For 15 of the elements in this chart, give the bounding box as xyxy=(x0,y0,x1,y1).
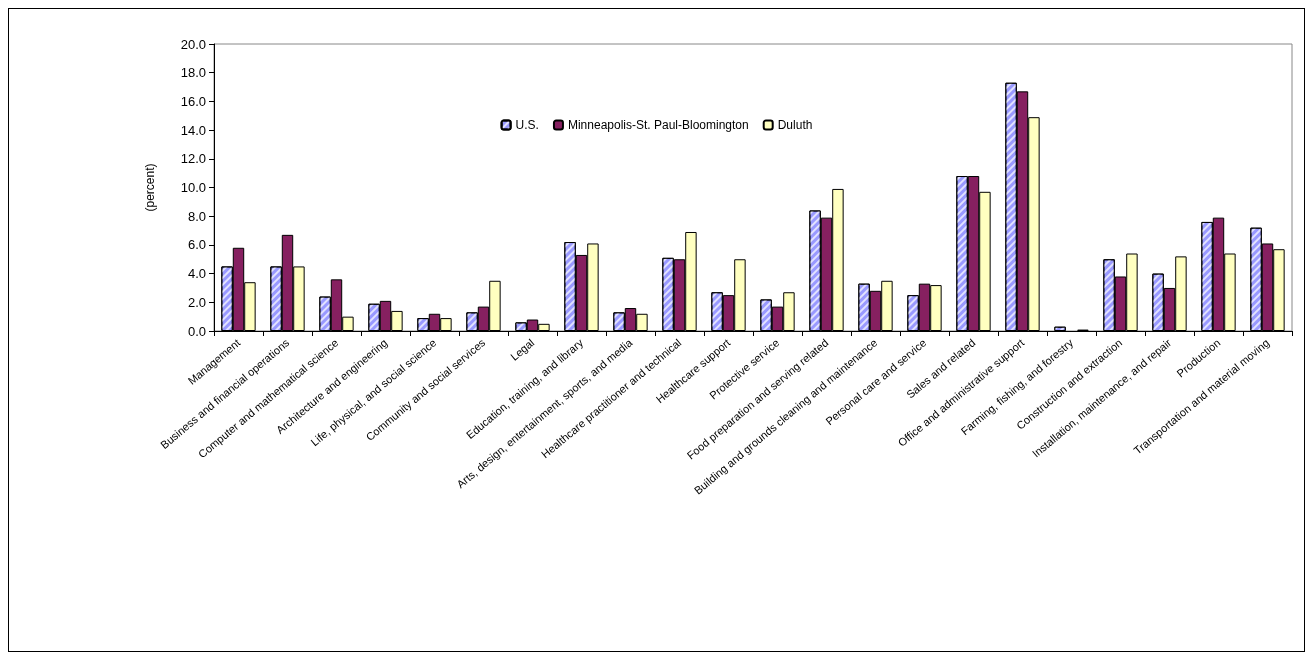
legend-label: Duluth xyxy=(777,118,813,132)
y-tick-label: 14.0 xyxy=(180,122,206,138)
y-tick-label: 8.0 xyxy=(187,208,206,224)
y-tick-label: 0.0 xyxy=(187,323,206,339)
y-tick-label: 16.0 xyxy=(180,93,206,109)
y-tick-label: 12.0 xyxy=(180,151,206,167)
y-tick-label: 20.0 xyxy=(180,36,206,52)
legend-label: U.S. xyxy=(515,118,539,132)
y-tick-label: 4.0 xyxy=(187,266,206,282)
y-axis-title: (percent) xyxy=(143,163,157,212)
y-tick-label: 10.0 xyxy=(180,180,206,195)
y-tick-label: 2.0 xyxy=(187,294,206,310)
y-tick-label: 6.0 xyxy=(187,237,206,253)
legend-label: Minneapolis-St. Paul-Bloomington xyxy=(567,118,749,132)
y-tick-label: 18.0 xyxy=(180,65,206,81)
